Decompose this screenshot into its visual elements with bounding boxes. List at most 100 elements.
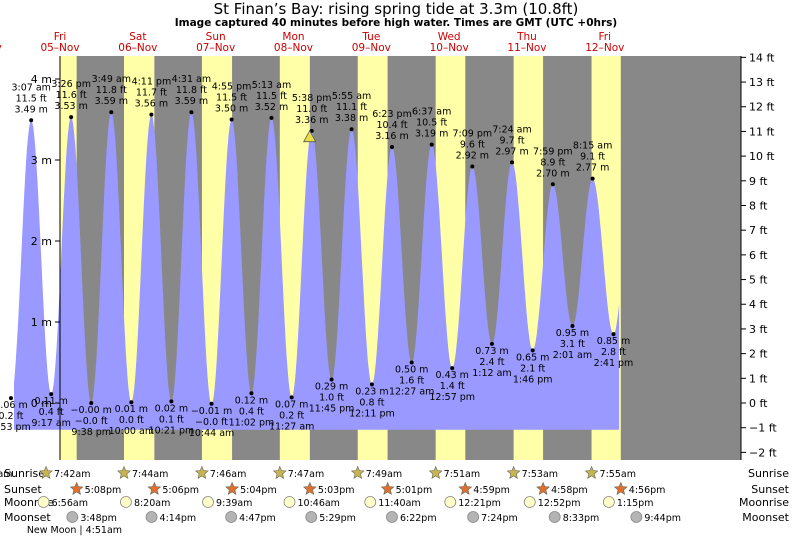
high-tide-label: 2.97 m xyxy=(495,146,528,157)
low-tide-label: 2.1 ft xyxy=(520,363,545,374)
moonset-icon xyxy=(66,511,79,523)
chart-subtitle: Image captured 40 minutes before high wa… xyxy=(175,17,617,29)
low-tide-marker xyxy=(489,341,494,346)
low-tide-label: 2.4 ft xyxy=(479,357,504,368)
low-tide-label: 0.07 m xyxy=(275,399,308,410)
low-tide-label: 0.50 m xyxy=(395,365,428,376)
high-tide-marker xyxy=(590,176,595,181)
sunset-time: 5:01pm xyxy=(396,485,433,496)
high-tide-marker xyxy=(29,118,34,123)
low-tide-label: 0.4 ft xyxy=(239,406,264,417)
right-axis-tick-label: 6 ft xyxy=(749,249,768,262)
right-axis-tick-label: 10 ft xyxy=(749,150,775,163)
low-tide-label: 0.11 m xyxy=(34,396,67,407)
high-tide-label: 5:55 am xyxy=(332,91,371,102)
day-name-label: Mon xyxy=(282,31,304,43)
moonrise-icon xyxy=(283,496,296,508)
high-tide-marker xyxy=(149,112,154,117)
high-tide-marker xyxy=(229,117,234,122)
sunrise-time: 7:42am xyxy=(54,469,90,480)
high-tide-marker xyxy=(349,127,354,132)
high-tide-label: 6:23 pm xyxy=(372,109,412,120)
low-tide-label: 0.85 m xyxy=(597,336,630,347)
tide-area xyxy=(14,112,620,430)
moonrise-time: 12:52pm xyxy=(538,498,581,509)
moonrise-icon xyxy=(202,496,214,508)
sun-moon-events: SunriseSunrise7:40am7:42am7:44am7:46am7:… xyxy=(0,465,790,536)
high-tide-label: 4:31 am xyxy=(172,74,211,85)
high-tide-label: 3.38 m xyxy=(335,113,368,124)
right-axis-tick-label: −2 ft xyxy=(749,446,777,459)
low-tide-marker xyxy=(409,360,414,365)
sunrise-time: 7:51am xyxy=(444,469,480,480)
high-tide-marker xyxy=(510,160,515,165)
low-tide-label: 0.2 ft xyxy=(0,411,24,422)
high-tide-label: 3.36 m xyxy=(295,115,328,126)
high-tide-label: 9.6 ft xyxy=(460,139,485,150)
sunset-time: 4:58pm xyxy=(551,485,588,496)
low-tide-marker xyxy=(530,348,535,353)
moonset-time: 7:24pm xyxy=(481,513,518,524)
low-tide-label: 0.2 ft xyxy=(279,410,304,421)
sunset-icon xyxy=(302,481,317,495)
sunset-icon xyxy=(458,481,473,495)
low-tide-label: 11:02 pm xyxy=(229,417,275,428)
moonrise-time: 6:56am xyxy=(52,498,88,509)
low-tide-marker xyxy=(369,382,374,387)
moonrise-time: 10:46am xyxy=(297,498,339,509)
moonrise-time: 9:39am xyxy=(216,498,252,509)
low-tide-label: 0.65 m xyxy=(516,352,549,363)
moonrise-icon xyxy=(364,496,377,508)
high-tide-label: 11.6 ft xyxy=(56,90,87,101)
low-tide-label: 12:27 am xyxy=(389,387,434,398)
high-tide-label: 2.92 m xyxy=(456,150,489,161)
low-tide-marker xyxy=(611,332,616,337)
high-tide-label: 4:55 pm xyxy=(212,82,252,93)
sunrise-icon xyxy=(272,465,287,479)
moonset-time: 5:29pm xyxy=(319,513,356,524)
left-axis-tick-label: 0 m xyxy=(31,397,52,410)
moonset-time: 6:22pm xyxy=(400,513,437,524)
high-tide-label: 3.49 m xyxy=(14,104,47,115)
high-tide-label: 9.1 ft xyxy=(580,152,605,163)
low-tide-label: 8:53 pm xyxy=(0,422,31,433)
moonset-time: 3:48pm xyxy=(80,513,117,524)
high-tide-label: 3.52 m xyxy=(255,102,288,113)
day-name-label: Sat xyxy=(129,31,146,43)
right-axis-tick-label: 3 ft xyxy=(749,323,768,336)
high-tide-label: 9.7 ft xyxy=(500,135,525,146)
low-tide-label: 0.4 ft xyxy=(39,407,64,418)
low-tide-label: −0.01 m xyxy=(191,406,232,417)
low-tide-label: 2:41 pm xyxy=(594,358,634,369)
current-tide-marker xyxy=(303,129,317,143)
high-tide-label: 4:11 pm xyxy=(132,77,172,88)
right-axis-tick-label: 7 ft xyxy=(749,224,768,237)
low-tide-label: 0.01 m xyxy=(115,404,148,415)
low-tide-label: 0.0 ft xyxy=(119,415,144,426)
low-tide-label: 0.73 m xyxy=(475,346,508,357)
moonrise-icon xyxy=(444,496,457,508)
sunrise-icon xyxy=(584,465,599,479)
left-axis-tick-label: 4 m xyxy=(31,73,52,86)
moonset-icon xyxy=(225,511,238,523)
sunset-row-label: Sunset xyxy=(4,483,42,496)
high-tide-label: 10.5 ft xyxy=(416,118,447,129)
high-tide-marker xyxy=(189,110,194,115)
low-tide-label: 11:45 pm xyxy=(309,404,355,415)
sunset-icon xyxy=(69,481,84,495)
high-tide-marker xyxy=(390,145,395,150)
sunrise-time: 7:55am xyxy=(600,469,636,480)
low-tide-label: 0.8 ft xyxy=(359,397,384,408)
high-tide-label: 3.50 m xyxy=(215,104,248,115)
moonrise-time: 11:40am xyxy=(378,498,420,509)
low-tide-label: 2:01 am xyxy=(553,350,592,361)
low-tide-label: 0.43 m xyxy=(436,370,469,381)
right-axis-tick-label: 13 ft xyxy=(749,76,775,89)
moonrise-icon xyxy=(37,496,50,508)
low-tide-label: 10:21 pm xyxy=(149,425,195,436)
sunrise-row-label: Sunrise xyxy=(4,467,45,480)
sunrise-icon xyxy=(39,465,53,479)
high-tide-label: 8.9 ft xyxy=(540,157,565,168)
low-tide-label: 0.1 ft xyxy=(159,414,184,425)
